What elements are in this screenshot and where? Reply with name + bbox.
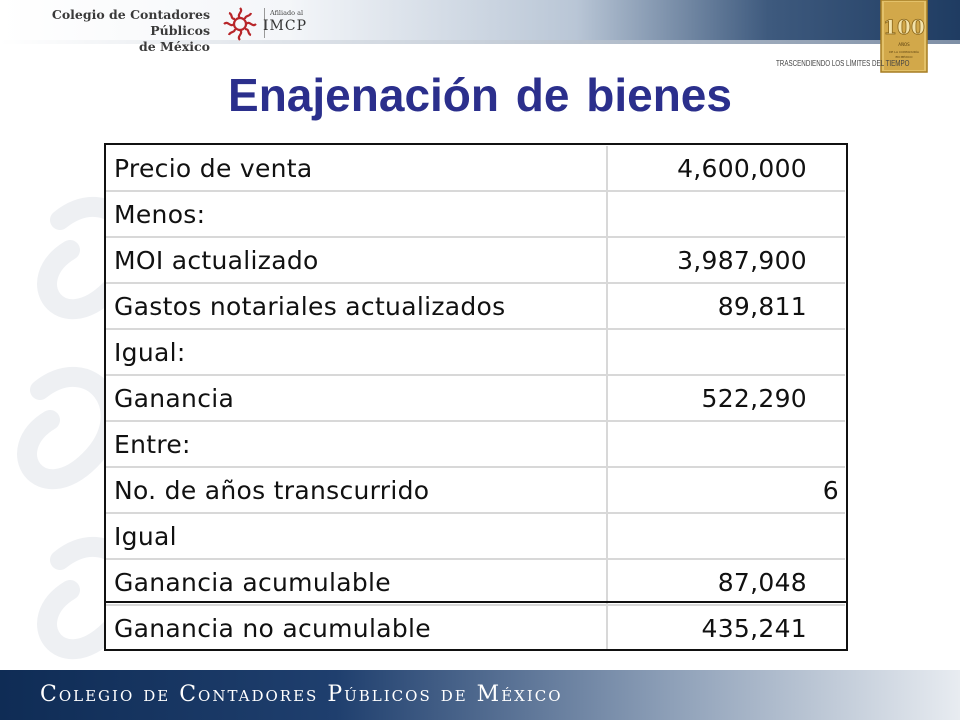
calculation-table: Precio de venta 4,600,000 Menos: MOI act… xyxy=(104,146,845,650)
row-label: Igual xyxy=(104,512,608,559)
svg-text:DE LA CONTADURÍA: DE LA CONTADURÍA xyxy=(889,49,920,54)
tagline: TRASCENDIENDO LOS LÍMITES DEL TIEMPO xyxy=(776,59,910,68)
anniversary-badge-icon: 100 AÑOS DE LA CONTADURÍA EN MÉXICO xyxy=(880,0,928,73)
org-emblem-icon xyxy=(223,7,257,41)
row-label: Ganancia xyxy=(104,374,608,421)
row-value xyxy=(607,328,845,375)
org-name-line1: Colegio de Contadores Públicos xyxy=(51,7,210,38)
row-label: Menos: xyxy=(104,190,608,237)
org-logo-text: Colegio de Contadores Públicos de México xyxy=(40,7,210,55)
table-border-top xyxy=(104,143,848,145)
table-row: Igual xyxy=(104,512,845,559)
table-row: Gastos notariales actualizados 89,811 xyxy=(104,282,845,329)
table-row: Menos: xyxy=(104,190,845,237)
table-row: Entre: xyxy=(104,420,845,467)
table-row: Ganancia 522,290 xyxy=(104,374,845,421)
row-value: 435,241 xyxy=(607,604,845,650)
row-value: 87,048 xyxy=(607,558,845,605)
table-row: No. de años transcurrido 6 xyxy=(104,466,845,513)
row-label: No. de años transcurrido xyxy=(104,466,608,513)
row-value xyxy=(607,190,845,237)
row-value: 6 xyxy=(607,466,845,513)
row-value xyxy=(607,420,845,467)
row-value: 89,811 xyxy=(607,282,845,329)
page-title: Enajenación de bienes xyxy=(228,69,732,121)
row-value: 4,600,000 xyxy=(677,153,807,183)
row-value: 3,987,900 xyxy=(607,236,845,283)
table-row: Precio de venta 4,600,000 xyxy=(104,146,845,191)
row-value: 522,290 xyxy=(607,374,845,421)
row-label: Ganancia no acumulable xyxy=(104,604,608,650)
row-label: Igual: xyxy=(104,328,608,375)
row-label: Precio de venta xyxy=(104,146,608,191)
table-row-total: Ganancia no acumulable 435,241 xyxy=(104,604,845,650)
table-row: MOI actualizado 3,987,900 xyxy=(104,236,845,283)
row-label: MOI actualizado xyxy=(104,236,608,283)
header-rule xyxy=(0,40,960,44)
row-label: Ganancia acumulable xyxy=(104,558,608,605)
footer-banner xyxy=(0,670,960,720)
imcp-logo: IMCP xyxy=(263,18,307,34)
total-separator xyxy=(104,601,846,603)
row-label: Gastos notariales actualizados xyxy=(104,282,608,329)
header-banner xyxy=(0,0,960,40)
imcp-affiliation: Afiliado al xyxy=(270,9,304,17)
svg-text:EN MÉXICO: EN MÉXICO xyxy=(896,54,914,59)
table-row: Ganancia acumulable 87,048 xyxy=(104,558,845,605)
badge-number: 100 xyxy=(883,15,925,39)
svg-text:AÑOS: AÑOS xyxy=(898,42,910,47)
row-value xyxy=(607,512,845,559)
row-label: Entre: xyxy=(104,420,608,467)
table-row: Igual: xyxy=(104,328,845,375)
logo-separator xyxy=(264,8,265,38)
org-name-line2: de México xyxy=(139,39,210,54)
footer-text: Colegio de Contadores Públicos de México xyxy=(40,682,563,707)
